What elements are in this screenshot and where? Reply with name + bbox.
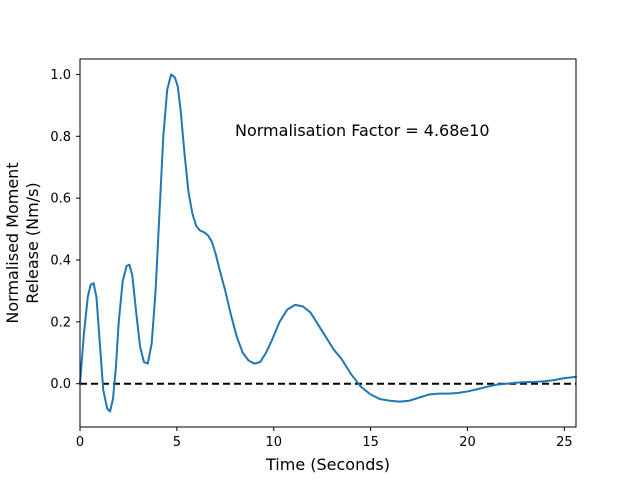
x-axis-label: Time (Seconds): [265, 455, 390, 474]
y-tick-label: 0.4: [50, 254, 71, 269]
y-axis-label-line2: Release (Nm/s): [23, 182, 42, 303]
x-tick-label: 20: [459, 435, 476, 450]
axis-ticks: 0 5 10 15 20 25 0.0 0.2 0.4 0.6 0.8 1.0: [50, 68, 572, 450]
plot-area: [79, 58, 577, 428]
y-tick-label: 0.6: [50, 192, 71, 207]
y-tick-label: 1.0: [50, 68, 71, 83]
plot-frame: [79, 58, 577, 428]
x-tick-label: 15: [362, 435, 379, 450]
x-tick-label: 0: [76, 435, 84, 450]
x-tick-label: 25: [556, 435, 573, 450]
y-axis-label-line1: Normalised Moment: [3, 162, 22, 323]
normalisation-annotation: Normalisation Factor = 4.68e10: [235, 121, 490, 140]
y-tick-label: 0.0: [50, 377, 71, 392]
series-line-0: [79, 73, 577, 413]
x-tick-label: 10: [265, 435, 282, 450]
y-tick-label: 0.2: [50, 315, 71, 330]
y-axis-label-group: Normalised Moment Release (Nm/s): [3, 162, 42, 323]
x-tick-label: 5: [173, 435, 181, 450]
y-tick-label: 0.8: [50, 130, 71, 145]
